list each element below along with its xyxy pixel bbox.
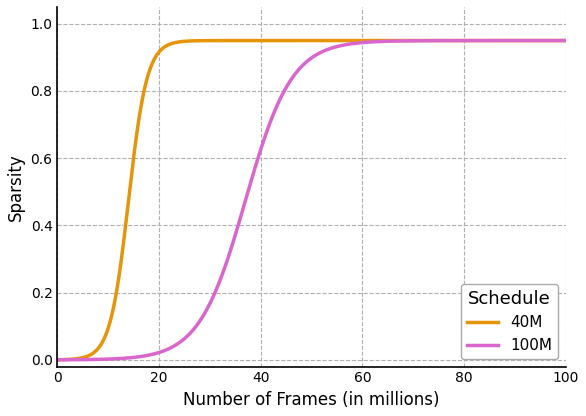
Line: 100M: 100M <box>57 41 566 360</box>
100M <box>384 39 391 44</box>
100M <box>359 40 366 45</box>
40M <box>465 38 472 43</box>
40M <box>54 357 61 362</box>
100M <box>472 38 479 43</box>
100M <box>146 352 154 357</box>
40M <box>563 38 570 43</box>
40M <box>359 38 366 43</box>
Line: 40M: 40M <box>57 41 566 360</box>
100M <box>563 38 570 43</box>
Legend: 40M, 100M: 40M, 100M <box>461 283 558 359</box>
X-axis label: Number of Frames (in millions): Number of Frames (in millions) <box>183 391 440 409</box>
40M <box>146 67 154 72</box>
100M <box>433 38 440 43</box>
40M <box>248 38 255 43</box>
100M <box>54 357 61 362</box>
40M <box>384 38 391 43</box>
40M <box>472 38 479 43</box>
100M <box>248 177 255 182</box>
40M <box>433 38 440 43</box>
Y-axis label: Sparsity: Sparsity <box>7 153 25 220</box>
